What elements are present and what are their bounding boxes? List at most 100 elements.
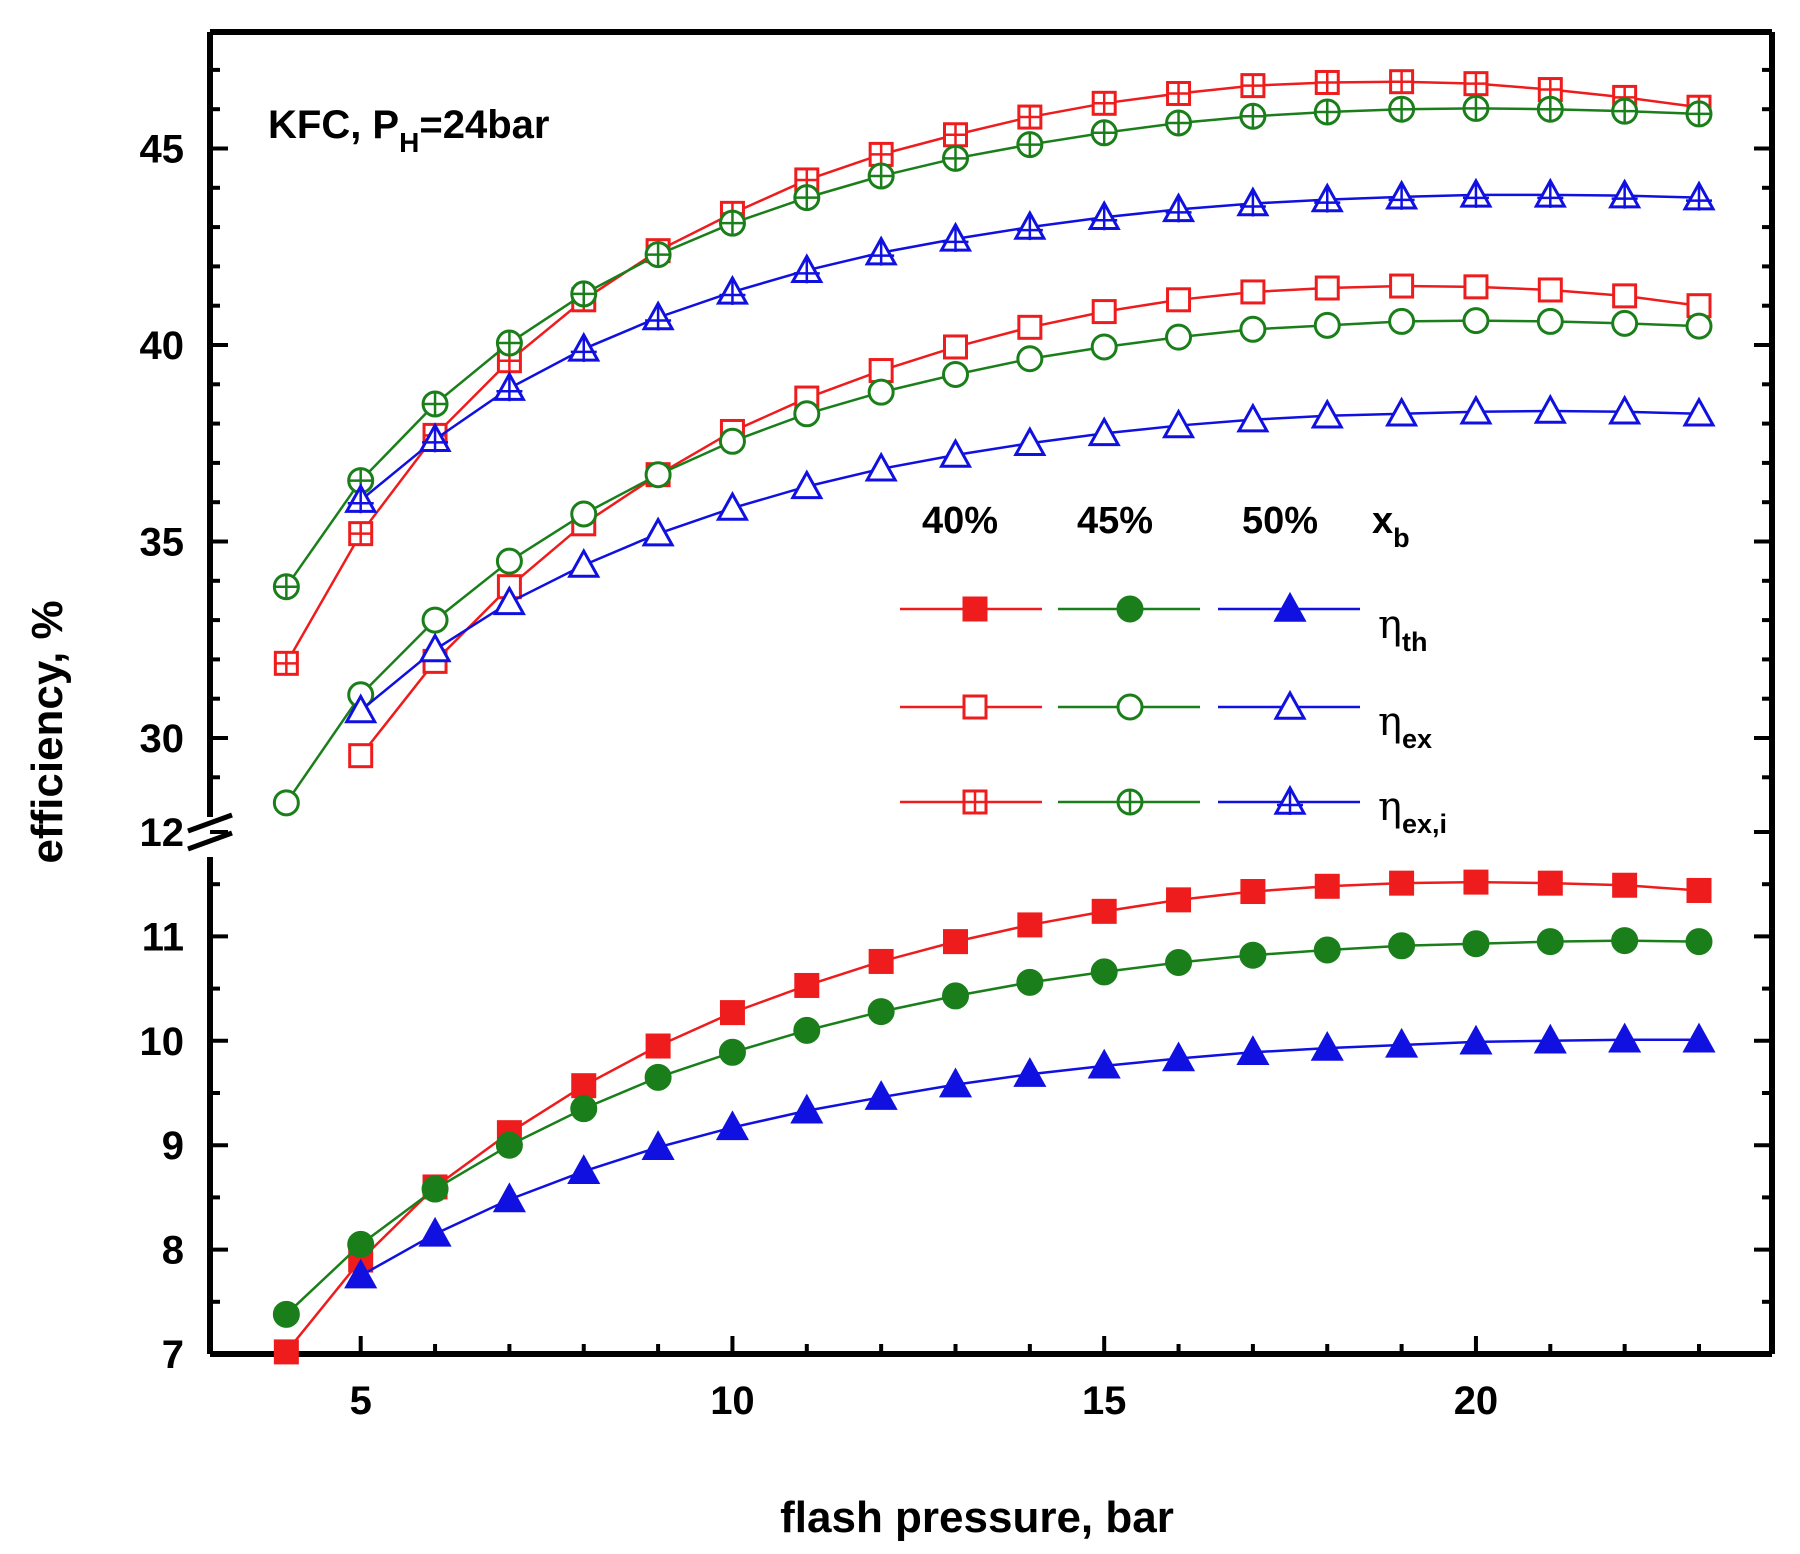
square-marker [943,929,968,955]
data-point [1463,869,1489,895]
data-point [715,491,749,521]
legend-row-ex [900,689,1360,721]
circle-marker [1016,968,1044,996]
square-marker [1091,299,1117,325]
legend-label-eta-ex: ηex [1378,699,1432,754]
square-marker [1240,279,1266,305]
data-point [868,358,894,384]
data-point [567,1154,601,1184]
annotation-suffix: =24bar [419,103,549,147]
data-point [645,1033,671,1059]
data-point [1533,1023,1567,1054]
circle-marker [867,378,895,406]
triangle-marker [344,1258,378,1289]
triangle-marker [1682,396,1716,427]
legend-header-45: 45% [1077,500,1153,542]
circle-marker [421,606,449,634]
data-point [1389,870,1415,896]
data-point [495,329,523,357]
triangle-marker [715,491,749,521]
legend-xb-main: x [1372,500,1393,542]
circle-marker [1388,932,1416,960]
data-point [1017,314,1043,340]
triangle-marker [864,451,898,482]
data-point [868,141,894,167]
axis-break-mark [187,830,233,852]
data-point [1013,1057,1047,1087]
data-point [1608,178,1642,209]
legend-eta-ex-sub: ex [1402,724,1432,754]
data-point [644,241,672,269]
data-point [943,122,968,148]
data-point [938,437,973,468]
square-marker [571,1073,597,1099]
square-marker [1166,887,1192,913]
data-point [793,1016,821,1044]
data-point [1162,1041,1196,1072]
square-marker [962,596,988,622]
data-point [272,573,300,601]
circle-marker [1462,307,1490,335]
triangle-marker [1682,1022,1716,1053]
square-marker [719,1000,745,1026]
triangle-marker [1385,396,1419,427]
data-point [1017,912,1043,938]
triangle-marker [567,1154,601,1184]
circle-marker [942,982,969,1010]
square-marker [1463,869,1489,895]
data-point [1462,307,1490,335]
data-point [1385,1027,1419,1058]
circle-marker [1116,595,1144,623]
data-point [1389,273,1415,299]
square-marker [943,334,968,360]
triangle-marker [1459,394,1493,425]
data-point [272,1300,300,1328]
data-point [272,789,300,817]
y-tick-label-lower: 12 [140,811,185,855]
data-point [1013,210,1047,241]
data-point [418,422,452,453]
triangle-marker [1273,591,1307,622]
series-layer [272,69,1716,1365]
data-point [943,929,968,955]
data-point [938,221,973,252]
series-eta-ex-45- [272,307,1713,817]
data-point [641,300,675,331]
data-point [1087,1048,1121,1079]
circle-marker [570,500,598,528]
square-marker [962,694,988,720]
circle-marker [867,998,895,1026]
circle-marker [272,789,300,817]
circle-marker [1685,312,1713,340]
legend-marker [1273,784,1307,815]
data-point [1685,928,1713,956]
triangle-marker [715,1110,749,1141]
data-point [1165,323,1193,351]
data-point [570,280,598,308]
data-point [942,982,969,1010]
triangle-marker [641,1130,675,1160]
data-point [864,235,898,266]
circle-marker [495,1131,523,1159]
data-point [1533,393,1567,424]
square-marker [348,743,374,769]
legend-marker [962,789,988,815]
circle-marker [421,1175,449,1203]
data-point [495,547,523,575]
circle-marker [1116,693,1144,721]
data-point [1536,307,1564,335]
triangle-marker [1608,1022,1642,1053]
triangle-marker [492,585,526,616]
circle-marker [347,1230,375,1258]
x-tick-label: 5 [350,1379,372,1423]
data-point [1313,936,1341,964]
data-point [1459,177,1493,208]
legend-eta-exi: η [1378,784,1402,830]
triangle-marker [641,516,675,547]
legend: 40% 45% 50% xb ηth ηex ηex,i [900,500,1447,839]
data-point [719,1000,745,1026]
data-point [1537,77,1563,103]
data-point [1611,927,1639,955]
square-marker [868,948,894,974]
